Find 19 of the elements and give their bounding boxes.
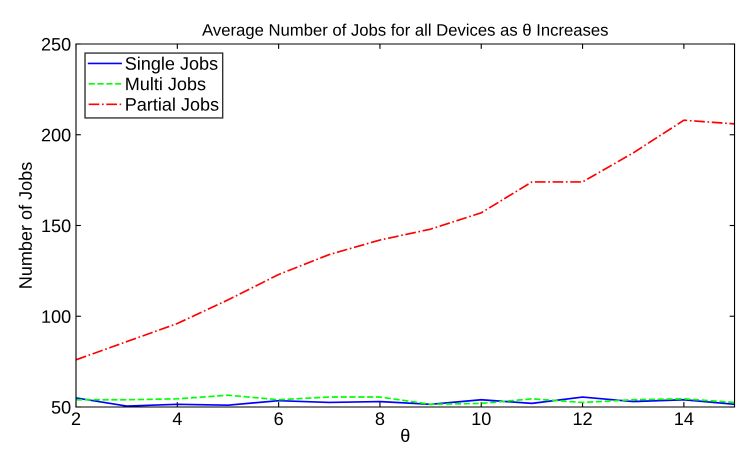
y-tick-label: 250 [42,38,70,51]
x-tick-label: 4 [172,412,182,425]
x-tick-label: 2 [72,412,80,425]
x-tick-label: 14 [675,412,694,425]
y-axis-title: Number of Jobs [18,162,32,288]
y-tick-label: 150 [42,219,70,232]
x-tick-label: 6 [274,412,283,426]
x-tick-label: 8 [376,412,384,426]
x-tick-label: 12 [574,412,592,425]
x-axis-title: θ [401,428,410,442]
legend-label: Single Jobs [126,56,218,74]
legend-label: Multi Jobs [126,77,206,90]
y-tick-label: 200 [42,128,70,142]
line-series [76,119,735,361]
legend-label: Partial Jobs [126,98,218,111]
chart-title: Average Number of Jobs for all Devices as θ Increases [202,24,608,40]
y-tick-label: 100 [42,310,70,323]
y-tick-label: 50 [52,400,70,414]
x-tick-label: 10 [472,412,491,426]
